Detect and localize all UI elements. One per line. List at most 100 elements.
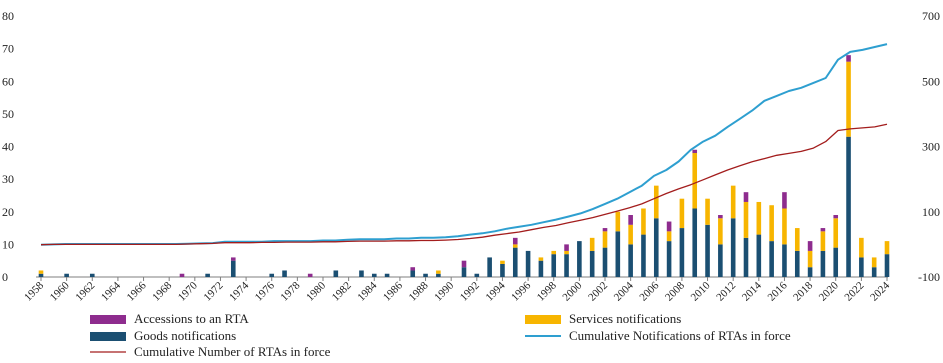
bar-goods-notifications xyxy=(743,237,749,277)
bar-accessions-to-an-rta xyxy=(410,267,416,271)
y-right-tick-label: 700 xyxy=(922,9,940,23)
x-tick-label: 2022 xyxy=(842,280,866,304)
y-left-tick-label: 70 xyxy=(2,42,14,56)
x-tick-label: 2012 xyxy=(714,280,738,304)
bar-goods-notifications xyxy=(551,254,557,277)
bar-services-notifications xyxy=(692,153,698,209)
x-tick-label: 2000 xyxy=(560,279,584,303)
x-tick-label: 1976 xyxy=(253,279,277,303)
bar-services-notifications xyxy=(884,241,890,255)
x-tick-label: 1958 xyxy=(22,279,46,303)
bar-goods-notifications xyxy=(230,260,236,277)
y-right-tick-label: 300 xyxy=(922,140,940,154)
bar-goods-notifications xyxy=(692,208,698,277)
bar-services-notifications xyxy=(820,231,826,251)
y-right-tick-label: -100 xyxy=(918,270,940,284)
y-left-tick-label: 0 xyxy=(2,270,8,284)
bar-goods-notifications xyxy=(538,260,544,277)
bar-goods-notifications xyxy=(333,270,339,277)
bar-services-notifications xyxy=(564,250,569,255)
bar-goods-notifications xyxy=(666,241,672,277)
bar-goods-notifications xyxy=(64,273,69,277)
bar-services-notifications xyxy=(782,208,787,245)
x-tick-label: 2014 xyxy=(740,279,764,303)
bar-accessions-to-an-rta xyxy=(692,149,698,154)
bar-goods-notifications xyxy=(205,273,210,277)
bar-accessions-to-an-rta xyxy=(666,221,672,232)
bar-services-notifications xyxy=(641,208,646,235)
bar-services-notifications xyxy=(615,211,621,232)
bar-accessions-to-an-rta xyxy=(846,55,851,62)
x-tick-label: 1970 xyxy=(176,279,200,303)
legend-swatch-services-notifications xyxy=(525,315,561,324)
x-tick-label: 1964 xyxy=(99,279,123,303)
bar-goods-notifications xyxy=(38,273,44,277)
bar-goods-notifications xyxy=(846,136,851,277)
x-tick-label: 2008 xyxy=(663,279,687,303)
bar-goods-notifications xyxy=(577,241,582,277)
x-tick-label: 2024 xyxy=(868,279,892,303)
legend-label-services-notifications: Services notifications xyxy=(569,311,681,326)
x-tick-label: 1992 xyxy=(458,280,482,304)
x-tick-label: 1978 xyxy=(278,279,302,303)
bar-accessions-to-an-rta xyxy=(179,273,185,277)
bar-services-notifications xyxy=(859,237,864,258)
bar-goods-notifications xyxy=(679,228,685,277)
bar-services-notifications xyxy=(551,250,557,255)
bar-goods-notifications xyxy=(628,244,633,277)
bar-services-notifications xyxy=(500,260,505,264)
bar-services-notifications xyxy=(38,270,44,274)
bar-services-notifications xyxy=(871,257,877,268)
bar-goods-notifications xyxy=(820,250,826,277)
x-tick-label: 2004 xyxy=(612,279,636,303)
x-tick-label: 1974 xyxy=(227,279,251,303)
legend-swatch-accessions-to-an-rta xyxy=(90,315,126,324)
bar-accessions-to-an-rta xyxy=(807,241,813,251)
x-tick-label: 1990 xyxy=(432,279,456,303)
y-left-tick-label: 40 xyxy=(2,140,14,154)
bar-goods-notifications xyxy=(641,234,646,277)
bar-accessions-to-an-rta xyxy=(628,215,633,225)
x-tick-label: 1994 xyxy=(484,279,508,303)
bar-goods-notifications xyxy=(705,224,710,277)
legend-label-accessions-to-an-rta: Accessions to an RTA xyxy=(134,311,249,326)
bar-goods-notifications xyxy=(89,273,95,277)
bar-goods-notifications xyxy=(500,263,505,277)
y-right-tick-label: 100 xyxy=(922,205,940,219)
x-tick-label: 1998 xyxy=(535,279,559,303)
x-tick-label: 1968 xyxy=(150,279,174,303)
bar-goods-notifications xyxy=(884,254,890,277)
bar-goods-notifications xyxy=(474,273,480,277)
bar-goods-notifications xyxy=(371,273,377,277)
bar-accessions-to-an-rta xyxy=(782,192,787,209)
bar-goods-notifications xyxy=(589,250,595,277)
bar-goods-notifications xyxy=(512,247,518,277)
y-left-tick-label: 80 xyxy=(2,9,14,23)
chart-bars xyxy=(38,55,890,277)
y-left-tick-label: 20 xyxy=(2,205,14,219)
bar-services-notifications xyxy=(794,228,800,251)
bar-services-notifications xyxy=(679,198,685,229)
bar-services-notifications xyxy=(833,218,839,248)
bar-accessions-to-an-rta xyxy=(230,257,236,261)
y-left-tick-label: 30 xyxy=(2,172,14,186)
bar-accessions-to-an-rta xyxy=(820,228,826,232)
x-tick-label: 1986 xyxy=(381,279,405,303)
x-tick-label: 2016 xyxy=(766,279,790,303)
x-tick-label: 1962 xyxy=(73,280,97,304)
bar-goods-notifications xyxy=(615,231,621,277)
bar-goods-notifications xyxy=(756,234,762,277)
bar-services-notifications xyxy=(666,231,672,242)
bar-services-notifications xyxy=(705,198,710,225)
bar-goods-notifications xyxy=(730,218,736,277)
bar-accessions-to-an-rta xyxy=(718,215,723,219)
y-right-tick-label: 500 xyxy=(922,74,940,88)
bar-goods-notifications xyxy=(384,273,390,277)
x-tick-label: 2006 xyxy=(637,279,661,303)
legend-label-cumulative-number-of-rtas-in-force: Cumulative Number of RTAs in force xyxy=(134,344,331,359)
bar-goods-notifications xyxy=(359,270,364,277)
bar-services-notifications xyxy=(512,244,518,248)
legend-swatch-goods-notifications xyxy=(90,332,126,341)
bar-goods-notifications xyxy=(269,273,275,277)
